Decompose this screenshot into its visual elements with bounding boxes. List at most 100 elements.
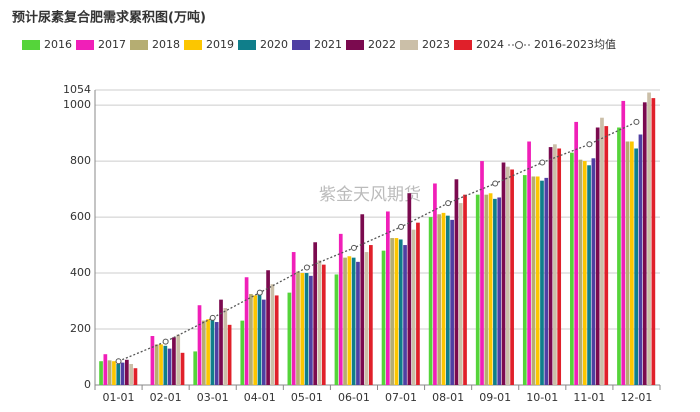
bar — [291, 252, 296, 385]
legend-label: 2020 — [260, 38, 288, 51]
bar — [642, 102, 647, 385]
bar — [317, 260, 322, 385]
bar — [574, 121, 579, 386]
bar — [522, 175, 527, 385]
bar — [116, 364, 121, 385]
bar — [180, 352, 185, 385]
bar — [505, 166, 510, 385]
bar — [103, 354, 108, 385]
bar — [124, 359, 129, 385]
bar — [163, 345, 168, 385]
bar — [454, 179, 459, 385]
bar — [304, 273, 309, 385]
bar — [227, 324, 232, 385]
x-tick-label: 06-01 — [338, 391, 370, 404]
bar — [458, 203, 463, 385]
average-point — [350, 244, 357, 251]
bar — [321, 264, 326, 385]
bar — [270, 284, 275, 385]
bar — [595, 127, 600, 385]
average-point — [445, 200, 452, 207]
bar — [548, 147, 553, 385]
bar — [313, 242, 318, 385]
bar — [634, 148, 639, 385]
bar — [154, 344, 159, 385]
legend-swatch — [76, 40, 94, 50]
bar — [343, 257, 347, 385]
y-tick-label: 200 — [70, 322, 91, 335]
bar — [535, 176, 540, 385]
bar — [219, 299, 223, 385]
bar — [531, 176, 536, 385]
legend-swatch — [346, 40, 364, 50]
bar — [428, 217, 433, 385]
bar — [578, 159, 583, 385]
average-point — [398, 223, 405, 230]
bar — [647, 92, 651, 385]
bar — [261, 299, 266, 385]
bar — [159, 344, 163, 385]
bar — [630, 141, 634, 385]
watermark: 紫金天风期货 — [319, 185, 421, 205]
legend-label: 2016 — [44, 38, 72, 51]
bar — [172, 337, 176, 385]
bar — [296, 271, 300, 385]
bar — [150, 336, 155, 385]
y-tick-label: 800 — [70, 154, 91, 167]
x-tick-label: 03-01 — [197, 391, 229, 404]
bar — [604, 126, 609, 385]
average-line — [118, 121, 637, 362]
bar — [390, 238, 394, 385]
legend-swatch — [130, 40, 148, 50]
bar — [309, 275, 313, 385]
bar — [475, 194, 480, 385]
bar — [364, 252, 369, 385]
average-point — [209, 314, 216, 321]
bar — [347, 256, 352, 385]
x-tick-label: 01-01 — [103, 391, 135, 404]
bar — [394, 238, 399, 385]
x-tick-label: 12-01 — [620, 391, 652, 404]
y-tick-label: 1000 — [63, 98, 91, 111]
bar — [587, 165, 591, 385]
bar — [120, 362, 125, 385]
legend-swatch — [454, 40, 472, 50]
legend-label: 2021 — [314, 38, 342, 51]
bar — [493, 198, 497, 385]
bar — [253, 295, 258, 385]
x-tick-label: 05-01 — [291, 391, 323, 404]
bar — [501, 162, 506, 385]
legend-label: 2023 — [422, 38, 450, 51]
y-tick-label: 0 — [84, 378, 91, 391]
y-tick-label: 1054 — [63, 83, 91, 96]
x-tick-label: 08-01 — [432, 391, 464, 404]
bar — [441, 212, 446, 385]
legend-swatch — [22, 40, 40, 50]
bar — [557, 148, 562, 385]
chart-title: 预计尿素复合肥需求累积图(万吨) — [12, 10, 206, 26]
bar — [129, 364, 133, 385]
bar — [107, 360, 112, 385]
legend-label: 2018 — [152, 38, 180, 51]
x-tick-label: 07-01 — [385, 391, 417, 404]
x-tick-label: 10-01 — [526, 391, 558, 404]
bar — [240, 320, 245, 385]
bar — [480, 161, 484, 385]
bar — [484, 194, 489, 385]
bar — [356, 261, 360, 385]
average-point — [633, 118, 640, 125]
average-point — [492, 180, 499, 187]
bar — [433, 183, 437, 385]
bar — [381, 250, 386, 385]
bar — [488, 193, 493, 385]
bar — [497, 197, 502, 385]
bar — [450, 219, 454, 385]
x-tick-label: 04-01 — [244, 391, 276, 404]
bar — [582, 161, 587, 385]
legend-swatch — [184, 40, 202, 50]
bar — [625, 141, 630, 385]
legend-swatch — [292, 40, 310, 50]
legend-label: 2019 — [206, 38, 234, 51]
bar — [638, 134, 643, 385]
bar — [334, 274, 339, 385]
